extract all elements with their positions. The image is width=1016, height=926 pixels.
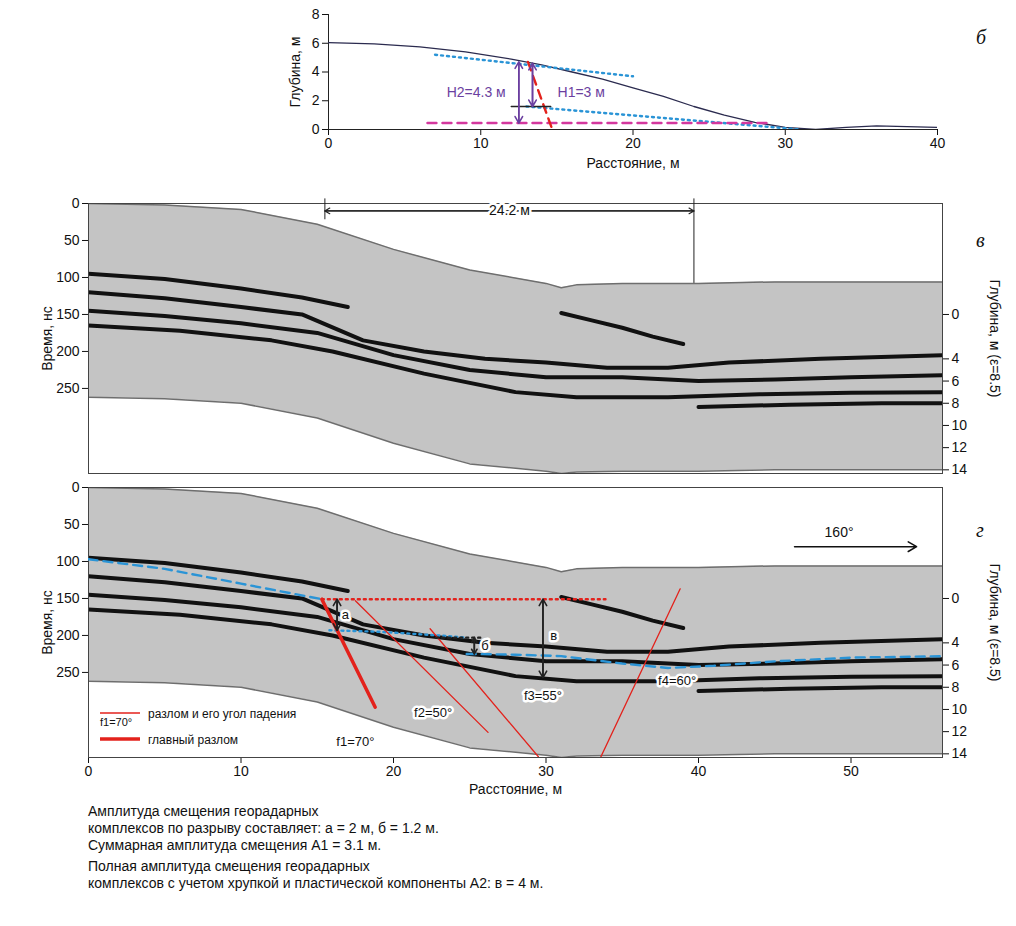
svg-text:f1=70°: f1=70° (336, 734, 374, 749)
svg-text:Время, нс: Время, нс (39, 306, 55, 371)
svg-text:40: 40 (930, 135, 946, 151)
svg-text:Глубина, м: Глубина, м (287, 37, 303, 108)
svg-text:20: 20 (625, 135, 641, 151)
html-text:Суммарная амплитуда смещения А: Суммарная амплитуда смещения А1 = 3.1 м. (88, 837, 382, 853)
svg-text:разлом и его угол падения: разлом и его угол падения (148, 707, 296, 721)
svg-text:f4=60°: f4=60° (658, 673, 696, 688)
svg-text:0: 0 (952, 306, 960, 322)
svg-text:10: 10 (952, 417, 968, 433)
svg-text:0: 0 (85, 763, 93, 779)
svg-text:Глубина, м (ε=8.5): Глубина, м (ε=8.5) (987, 280, 1003, 398)
svg-text:главный разлом: главный разлом (148, 733, 238, 747)
svg-text:0: 0 (72, 479, 80, 495)
svg-text:150: 150 (56, 306, 80, 322)
svg-text:100: 100 (56, 553, 80, 569)
svg-text:30: 30 (538, 763, 554, 779)
svg-text:H2=4.3 м: H2=4.3 м (447, 84, 506, 100)
svg-text:Время, нс: Время, нс (39, 590, 55, 655)
svg-text:150: 150 (56, 590, 80, 606)
svg-text:30: 30 (777, 135, 793, 151)
svg-text:4: 4 (952, 350, 960, 366)
svg-text:f3=55°: f3=55° (524, 688, 562, 703)
svg-text:200: 200 (56, 343, 80, 359)
svg-text:Расстояние, м: Расстояние, м (586, 155, 679, 171)
svg-text:Расстояние, м: Расстояние, м (469, 781, 562, 797)
html-text:Полная амплитуда смещения геор: Полная амплитуда смещения георадарных (88, 858, 370, 874)
html-text:б: б (976, 26, 987, 48)
svg-text:50: 50 (843, 763, 859, 779)
svg-text:10: 10 (473, 135, 489, 151)
svg-text:50: 50 (64, 232, 80, 248)
svg-text:6: 6 (312, 35, 320, 51)
svg-text:250: 250 (56, 664, 80, 680)
svg-text:f1=70°: f1=70° (100, 716, 132, 728)
svg-text:200: 200 (56, 627, 80, 643)
svg-text:10: 10 (952, 701, 968, 717)
svg-text:0: 0 (72, 195, 80, 211)
svg-text:14: 14 (952, 745, 968, 761)
svg-text:250: 250 (56, 380, 80, 396)
svg-text:10: 10 (233, 763, 249, 779)
html-text:комплексов по разрыву составля: комплексов по разрыву составляет: а = 2 … (88, 820, 439, 836)
svg-text:в: в (550, 628, 557, 643)
svg-text:50: 50 (64, 516, 80, 532)
svg-text:0: 0 (952, 590, 960, 606)
svg-text:а: а (342, 607, 350, 622)
svg-text:160°: 160° (825, 524, 854, 540)
svg-text:8: 8 (952, 395, 960, 411)
svg-text:4: 4 (952, 634, 960, 650)
svg-text:f2=50°: f2=50° (414, 705, 452, 720)
svg-text:12: 12 (952, 723, 968, 739)
svg-text:Глубина, м (ε=8.5): Глубина, м (ε=8.5) (987, 564, 1003, 682)
svg-text:20: 20 (386, 763, 402, 779)
svg-text:8: 8 (952, 679, 960, 695)
svg-text:12: 12 (952, 439, 968, 455)
html-text:комплексов с учетом хрупкой и: комплексов с учетом хрупкой и пластическ… (88, 875, 544, 891)
svg-text:0: 0 (325, 135, 333, 151)
html-text:Амплитуда смещения георадарных: Амплитуда смещения георадарных (88, 803, 319, 819)
svg-text:8: 8 (312, 6, 320, 22)
svg-text:6: 6 (952, 657, 960, 673)
html-text:г: г (976, 519, 984, 541)
svg-text:2: 2 (312, 92, 320, 108)
svg-text:40: 40 (691, 763, 707, 779)
svg-text:H1=3 м: H1=3 м (558, 84, 605, 100)
svg-text:14: 14 (952, 461, 968, 477)
svg-text:100: 100 (56, 269, 80, 285)
svg-text:0: 0 (312, 121, 320, 137)
svg-text:4: 4 (312, 63, 320, 79)
html-text:в: в (976, 229, 985, 251)
svg-text:б: б (481, 638, 488, 653)
svg-text:6: 6 (952, 373, 960, 389)
svg-text:24.2 м: 24.2 м (489, 202, 530, 218)
